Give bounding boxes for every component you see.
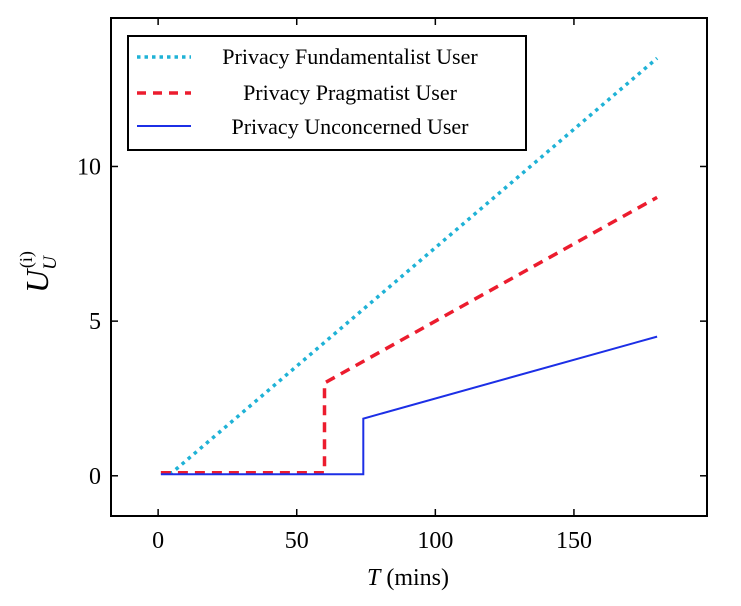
series-line-2 [160,335,658,476]
x-axis-label: T (mins) [367,565,449,591]
x-tick-label: 150 [556,528,592,554]
y-axis-label-base: U [19,268,55,293]
x-axis-label-var: T [367,565,382,591]
y-tick-label: 5 [89,309,101,335]
x-tick-label: 50 [285,528,309,554]
y-axis-label-sup: (i) [16,251,37,268]
y-axis-label-sub: U [40,255,61,270]
axis-ticks: 0 50 100 150 0 5 10 [77,18,707,554]
plot-area [160,56,659,476]
x-tick-label: 0 [152,528,164,554]
series-line-0 [160,56,659,475]
y-axis-label: UU(i) [16,251,61,293]
legend: Privacy Fundamentalist User Privacy Prag… [127,35,527,151]
series-line-1 [160,195,658,475]
svg-text:UU(i): UU(i) [16,251,61,293]
x-axis-label-unit: (mins) [386,565,449,591]
legend-label-unconcerned: Privacy Unconcerned User [231,114,469,139]
legend-box [127,35,527,151]
x-tick-label: 100 [417,528,453,554]
y-tick-label: 10 [77,154,101,180]
legend-label-fundamentalist: Privacy Fundamentalist User [222,44,478,69]
plot-frame [110,17,708,517]
y-tick-label: 0 [89,464,101,490]
legend-label-pragmatist: Privacy Pragmatist User [243,80,458,105]
